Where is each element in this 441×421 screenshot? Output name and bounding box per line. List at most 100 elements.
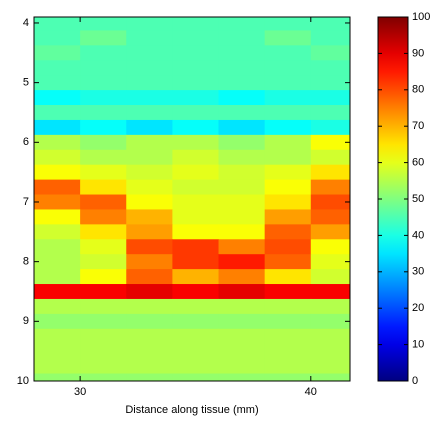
heatmap-cell bbox=[218, 134, 266, 151]
heatmap-cell bbox=[34, 194, 81, 210]
heatmap-cell bbox=[34, 343, 81, 360]
heatmap-cell bbox=[34, 75, 81, 91]
heatmap-cell bbox=[264, 60, 312, 76]
heatmap-cell bbox=[310, 254, 350, 270]
heatmap-cell bbox=[80, 30, 127, 46]
heatmap-cell bbox=[126, 164, 173, 181]
colorbar-tick-label: 100 bbox=[412, 11, 430, 23]
heatmap-cell bbox=[80, 313, 127, 330]
heatmap-cell bbox=[34, 30, 81, 46]
heatmap-cell bbox=[264, 149, 312, 166]
heatmap-cell bbox=[310, 75, 350, 91]
heatmap-cell bbox=[172, 17, 220, 31]
heatmap-cell bbox=[264, 343, 312, 360]
x-tick-label: 40 bbox=[305, 386, 317, 398]
heatmap-cell bbox=[34, 239, 81, 255]
heatmap-cell bbox=[172, 358, 220, 375]
heatmap-cell bbox=[34, 224, 81, 240]
heatmap-cell bbox=[126, 358, 173, 375]
heatmap-cell bbox=[126, 284, 173, 300]
heatmap-cell bbox=[310, 298, 350, 315]
heatmap-cell bbox=[172, 254, 220, 270]
heatmap-cell bbox=[172, 164, 220, 181]
heatmap-cell bbox=[172, 134, 220, 151]
heatmap-cell bbox=[34, 149, 81, 166]
heatmap-cell bbox=[172, 75, 220, 91]
heatmap-cell bbox=[80, 194, 127, 210]
heatmap-cell bbox=[310, 164, 350, 181]
heatmap-cell bbox=[126, 105, 173, 121]
heatmap-cell bbox=[126, 194, 173, 210]
heatmap-cell bbox=[34, 269, 81, 285]
y-tick-label: 5 bbox=[23, 77, 29, 89]
heatmap-cell bbox=[218, 328, 266, 345]
heatmap-cell bbox=[80, 17, 127, 31]
colorbar-tick-label: 10 bbox=[412, 339, 424, 351]
heatmap-cell bbox=[264, 209, 312, 225]
heatmap-cell bbox=[80, 149, 127, 166]
heatmap-cell bbox=[310, 134, 350, 151]
heatmap-cell bbox=[310, 60, 350, 76]
heatmap-cell bbox=[264, 373, 312, 381]
colorbar-tick-label: 80 bbox=[412, 84, 424, 96]
heatmap-cell bbox=[264, 30, 312, 46]
heatmap-cell bbox=[126, 149, 173, 166]
heatmap-cell bbox=[80, 60, 127, 76]
heatmap-cell bbox=[80, 284, 127, 300]
heatmap-cell bbox=[80, 343, 127, 360]
heatmap-cell bbox=[34, 105, 81, 121]
heatmap-cell bbox=[80, 105, 127, 121]
heatmap-cell bbox=[172, 105, 220, 121]
heatmap-cell bbox=[172, 313, 220, 330]
heatmap-cell bbox=[218, 45, 266, 61]
heatmap-cell bbox=[264, 239, 312, 255]
heatmap-cell bbox=[126, 119, 173, 136]
heatmap-cell bbox=[80, 164, 127, 181]
heatmap-cell bbox=[80, 45, 127, 61]
colorbar-tick-label: 40 bbox=[412, 229, 424, 241]
heatmap-cell bbox=[80, 119, 127, 136]
heatmap-cell bbox=[126, 75, 173, 91]
heatmap-cell bbox=[218, 179, 266, 196]
heatmap-cell bbox=[310, 239, 350, 255]
heatmap-cell bbox=[218, 284, 266, 300]
heatmap-cell bbox=[172, 328, 220, 345]
heatmap-cell bbox=[34, 254, 81, 270]
heatmap-cell bbox=[126, 313, 173, 330]
heatmap-cell bbox=[80, 179, 127, 196]
heatmap-cell bbox=[172, 90, 220, 106]
heatmap-cell bbox=[80, 209, 127, 225]
heatmap-cell bbox=[264, 298, 312, 315]
heatmap-cell bbox=[80, 90, 127, 106]
heatmap-cell bbox=[218, 269, 266, 285]
heatmap-cell bbox=[126, 90, 173, 106]
heatmap-cell bbox=[264, 179, 312, 196]
heatmap-cell bbox=[172, 119, 220, 136]
heatmap-cell bbox=[264, 45, 312, 61]
heatmap-cell bbox=[218, 373, 266, 381]
heatmap-cell bbox=[310, 269, 350, 285]
heatmap-cell bbox=[172, 45, 220, 61]
colorbar-tick-label: 70 bbox=[412, 120, 424, 132]
heatmap-cell bbox=[218, 254, 266, 270]
heatmap-cell bbox=[264, 313, 312, 330]
heatmap-cell bbox=[34, 328, 81, 345]
heatmap-cell bbox=[310, 179, 350, 196]
plot-frame bbox=[33, 16, 351, 382]
heatmap-cell bbox=[218, 194, 266, 210]
heatmap-cell bbox=[218, 75, 266, 91]
heatmap-cell bbox=[172, 373, 220, 381]
colorbar bbox=[377, 16, 409, 382]
heatmap-cell bbox=[80, 75, 127, 91]
heatmap-cell bbox=[34, 164, 81, 181]
heatmap-cell bbox=[80, 328, 127, 345]
heatmap-cell bbox=[80, 224, 127, 240]
heatmap-cell bbox=[218, 60, 266, 76]
y-tick-label: 7 bbox=[23, 196, 29, 208]
colorbar-tick-label: 60 bbox=[412, 157, 424, 169]
heatmap-cell bbox=[126, 298, 173, 315]
y-tick-label: 9 bbox=[23, 315, 29, 327]
heatmap-cell bbox=[126, 343, 173, 360]
heatmap-cell bbox=[310, 328, 350, 345]
